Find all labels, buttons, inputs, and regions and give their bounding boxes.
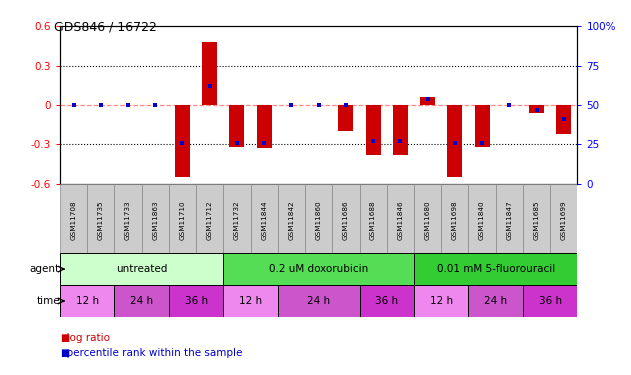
Bar: [223, 285, 278, 317]
Bar: [60, 285, 114, 317]
Bar: [365, 105, 380, 155]
Bar: [333, 184, 360, 253]
Text: GSM11732: GSM11732: [234, 200, 240, 240]
Bar: [223, 253, 414, 285]
Text: GSM11680: GSM11680: [425, 200, 430, 240]
Bar: [257, 105, 272, 148]
Bar: [60, 184, 87, 253]
Text: GSM11685: GSM11685: [534, 200, 540, 240]
Bar: [414, 184, 441, 253]
Bar: [338, 105, 353, 131]
Text: percentile rank within the sample: percentile rank within the sample: [60, 348, 242, 358]
Bar: [202, 42, 217, 105]
Text: GSM11712: GSM11712: [207, 200, 213, 240]
Bar: [550, 184, 577, 253]
Text: GSM11698: GSM11698: [452, 200, 458, 240]
Text: 24 h: 24 h: [484, 296, 507, 306]
Text: GSM11686: GSM11686: [343, 200, 349, 240]
Text: GSM11735: GSM11735: [98, 200, 103, 240]
Bar: [447, 105, 463, 177]
Bar: [278, 285, 360, 317]
Bar: [360, 184, 387, 253]
Bar: [557, 105, 571, 134]
Bar: [223, 184, 251, 253]
Text: 24 h: 24 h: [130, 296, 153, 306]
Text: 36 h: 36 h: [184, 296, 208, 306]
Bar: [420, 97, 435, 105]
Text: time: time: [37, 296, 60, 306]
Text: GSM11842: GSM11842: [288, 200, 295, 240]
Text: GSM11710: GSM11710: [179, 200, 186, 240]
Bar: [196, 184, 223, 253]
Bar: [60, 253, 223, 285]
Text: GSM11699: GSM11699: [561, 200, 567, 240]
Text: 12 h: 12 h: [76, 296, 98, 306]
Text: GSM11840: GSM11840: [479, 200, 485, 240]
Bar: [468, 184, 496, 253]
Bar: [468, 285, 523, 317]
Bar: [523, 285, 577, 317]
Bar: [414, 285, 468, 317]
Text: 12 h: 12 h: [430, 296, 453, 306]
Text: 36 h: 36 h: [539, 296, 562, 306]
Bar: [114, 285, 169, 317]
Bar: [441, 184, 468, 253]
Text: GSM11844: GSM11844: [261, 200, 267, 240]
Text: log ratio: log ratio: [60, 333, 110, 343]
Bar: [529, 105, 544, 113]
Text: ■: ■: [60, 333, 69, 343]
Text: untreated: untreated: [116, 264, 167, 274]
Text: GSM11847: GSM11847: [506, 200, 512, 240]
Text: GSM11733: GSM11733: [125, 200, 131, 240]
Text: agent: agent: [30, 264, 60, 274]
Text: GSM11860: GSM11860: [316, 200, 322, 240]
Bar: [175, 105, 190, 177]
Bar: [387, 184, 414, 253]
Bar: [278, 184, 305, 253]
Bar: [393, 105, 408, 155]
Text: GSM11708: GSM11708: [71, 200, 76, 240]
Text: 12 h: 12 h: [239, 296, 262, 306]
Bar: [251, 184, 278, 253]
Bar: [496, 184, 523, 253]
Bar: [305, 184, 333, 253]
Text: 0.2 uM doxorubicin: 0.2 uM doxorubicin: [269, 264, 369, 274]
Text: GSM11863: GSM11863: [152, 200, 158, 240]
Bar: [414, 253, 577, 285]
Bar: [230, 105, 244, 147]
Bar: [360, 285, 414, 317]
Bar: [114, 184, 141, 253]
Text: ■: ■: [60, 348, 69, 358]
Bar: [141, 184, 169, 253]
Bar: [475, 105, 490, 147]
Text: 36 h: 36 h: [375, 296, 398, 306]
Text: 0.01 mM 5-fluorouracil: 0.01 mM 5-fluorouracil: [437, 264, 555, 274]
Bar: [87, 184, 114, 253]
Bar: [169, 285, 223, 317]
Text: GSM11688: GSM11688: [370, 200, 376, 240]
Text: GDS846 / 16722: GDS846 / 16722: [54, 21, 156, 34]
Bar: [169, 184, 196, 253]
Text: GSM11846: GSM11846: [398, 200, 403, 240]
Bar: [523, 184, 550, 253]
Text: 24 h: 24 h: [307, 296, 330, 306]
